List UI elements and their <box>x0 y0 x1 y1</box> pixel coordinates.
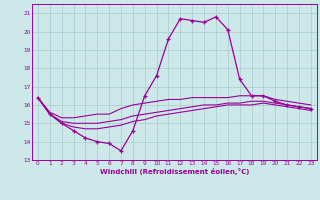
X-axis label: Windchill (Refroidissement éolien,°C): Windchill (Refroidissement éolien,°C) <box>100 168 249 175</box>
